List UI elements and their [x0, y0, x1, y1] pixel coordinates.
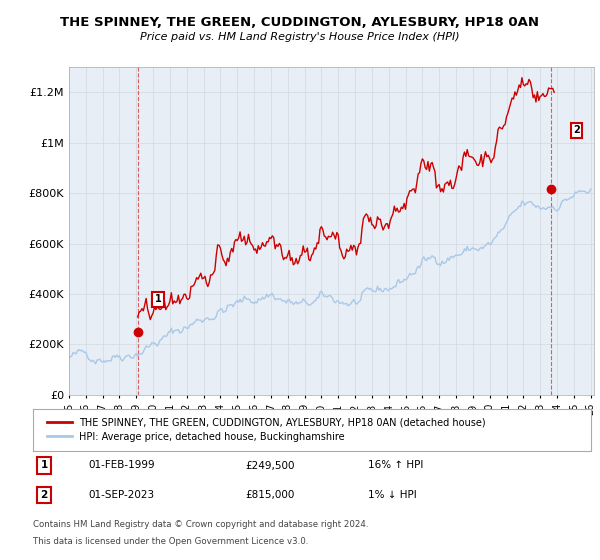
Text: 16% ↑ HPI: 16% ↑ HPI — [368, 460, 423, 470]
Legend: THE SPINNEY, THE GREEN, CUDDINGTON, AYLESBURY, HP18 0AN (detached house), HPI: A: THE SPINNEY, THE GREEN, CUDDINGTON, AYLE… — [43, 414, 490, 446]
Text: Price paid vs. HM Land Registry's House Price Index (HPI): Price paid vs. HM Land Registry's House … — [140, 32, 460, 43]
Text: 2: 2 — [573, 125, 580, 135]
Text: 1% ↓ HPI: 1% ↓ HPI — [368, 490, 416, 500]
Text: 01-FEB-1999: 01-FEB-1999 — [89, 460, 155, 470]
Text: 2: 2 — [41, 490, 48, 500]
Text: THE SPINNEY, THE GREEN, CUDDINGTON, AYLESBURY, HP18 0AN: THE SPINNEY, THE GREEN, CUDDINGTON, AYLE… — [61, 16, 539, 29]
Text: 01-SEP-2023: 01-SEP-2023 — [89, 490, 155, 500]
Text: This data is licensed under the Open Government Licence v3.0.: This data is licensed under the Open Gov… — [33, 537, 308, 546]
Text: 1: 1 — [41, 460, 48, 470]
Text: Contains HM Land Registry data © Crown copyright and database right 2024.: Contains HM Land Registry data © Crown c… — [33, 520, 368, 529]
Text: 1: 1 — [154, 294, 161, 304]
Text: £249,500: £249,500 — [245, 460, 295, 470]
Text: £815,000: £815,000 — [245, 490, 295, 500]
